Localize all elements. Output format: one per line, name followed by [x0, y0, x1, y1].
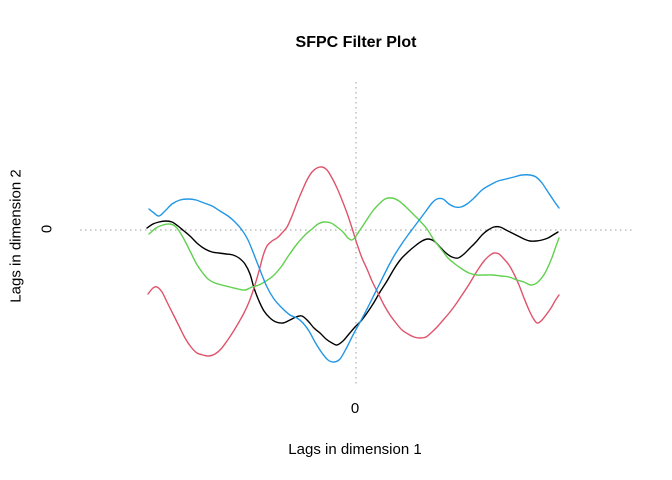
series-line-filter-2: [147, 166, 560, 357]
x-axis-label: Lags in dimension 1: [288, 441, 422, 458]
series-line-filter-1: [146, 220, 559, 346]
y-axis-label: Lags in dimension 2: [7, 169, 25, 303]
x-axis-tick-zero: 0: [350, 400, 360, 417]
plot-title: SFPC Filter Plot: [295, 34, 417, 51]
series-line-filter-3: [148, 197, 560, 291]
series-line-filter-4: [148, 174, 560, 363]
y-axis-tick-zero: 0: [38, 224, 56, 234]
